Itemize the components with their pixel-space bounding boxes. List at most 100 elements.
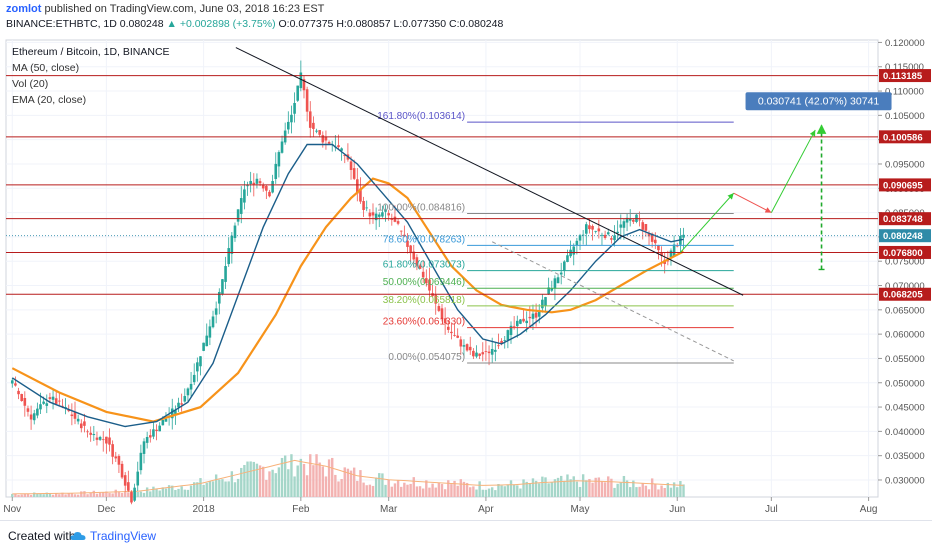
candle-body (92, 433, 96, 436)
candle-body (412, 251, 416, 260)
volume-bar (654, 483, 657, 497)
open-value: O:0.077375 (278, 18, 334, 30)
candle-body (541, 299, 544, 309)
volume-bar (597, 477, 601, 497)
volume-bar (83, 491, 86, 497)
candle-body (362, 201, 365, 210)
candle-body (396, 221, 400, 224)
price-tag (879, 287, 931, 301)
candle-body (647, 232, 651, 237)
candle-body (98, 436, 102, 440)
candle-body (123, 475, 127, 486)
tradingview-brand-link[interactable]: TradingView (90, 529, 157, 543)
volume-bar (368, 484, 372, 497)
candle-body (515, 320, 519, 327)
candle-body (32, 413, 36, 421)
volume-bar (102, 492, 105, 497)
candle-body (456, 335, 459, 338)
candle-body (666, 260, 670, 262)
y-tick-label: 0.110000 (885, 87, 924, 98)
x-tick-label: Dec (97, 504, 115, 515)
candle-body (83, 421, 86, 426)
volume-bar (321, 466, 325, 497)
x-tick-label: May (571, 504, 590, 515)
candle-body (233, 225, 237, 239)
y-tick-label: 0.120000 (885, 38, 925, 49)
candle-body (174, 410, 177, 414)
candle-body (302, 79, 306, 91)
volume-bar (531, 478, 535, 497)
volume-bar (393, 483, 397, 497)
volume-bar (400, 486, 403, 497)
price-chart[interactable]: 0.1200000.1150000.1100000.1050000.100000… (0, 34, 932, 520)
volume-bar (635, 487, 638, 497)
candle-body (632, 219, 635, 222)
volume-bar (243, 465, 246, 497)
candle-body (42, 401, 45, 404)
projection-arrow (770, 129, 816, 213)
volume-bar (293, 476, 296, 497)
volume-bar (657, 489, 660, 497)
volume-bar (224, 481, 227, 497)
volume-bar (600, 481, 604, 497)
volume-bar (73, 494, 77, 497)
volume-bar (525, 481, 528, 497)
candle-body (481, 352, 485, 355)
y-tick-label: 0.095000 (885, 159, 925, 170)
candle-body (459, 339, 463, 347)
publish-header: zomlot published on TradingView.com, Jun… (0, 0, 932, 34)
candle-body (315, 130, 318, 132)
candle-body (437, 306, 441, 311)
y-tick-label: 0.060000 (885, 330, 925, 341)
candle-body (384, 209, 387, 212)
legend-ema[interactable]: EMA (20, close) (12, 94, 87, 106)
candle-body (484, 351, 488, 352)
candle-body (487, 351, 491, 354)
candle-body (224, 266, 227, 282)
fib-level-label: 161.80%(0.103614) (377, 111, 465, 122)
projection-arrow (680, 192, 735, 253)
candle-body (61, 405, 64, 407)
volume-bar (503, 486, 506, 497)
volume-bar (569, 479, 572, 497)
volume-bar (469, 487, 472, 497)
candle-body (20, 394, 23, 402)
candle-body (638, 219, 641, 221)
legend-ma[interactable]: MA (50, close) (12, 62, 80, 74)
candle-body (186, 388, 190, 396)
volume-bar (92, 490, 96, 497)
volume-bar (559, 475, 563, 497)
author-link[interactable]: zomlot (6, 3, 42, 15)
candle-body (51, 396, 55, 400)
candle-body (597, 228, 601, 232)
candle-body (17, 390, 20, 395)
volume-bar (384, 484, 387, 497)
chart-legend: Ethereum / Bitcoin, 1D, BINANCE MA (50, … (12, 44, 170, 108)
candle-body (299, 72, 303, 89)
fib-level-label: 61.80%(0.073073) (383, 260, 465, 271)
candle-body (10, 380, 14, 384)
candle-body (136, 471, 140, 486)
candle-body (591, 225, 594, 230)
footer-bar: Created with TradingView (0, 520, 932, 550)
volume-bar (591, 482, 594, 497)
legend-vol[interactable]: Vol (20) (12, 78, 49, 90)
measure-box (745, 92, 892, 111)
dashed-trend-line (491, 241, 734, 362)
fib-level-label: 23.60%(0.061330) (383, 317, 465, 328)
volume-bar (528, 483, 532, 497)
volume-bar (183, 489, 186, 497)
candle-body (581, 234, 585, 236)
volume-bar (378, 473, 381, 497)
volume-bar (516, 485, 519, 497)
candle-body (428, 279, 431, 291)
x-tick-label: Mar (380, 504, 398, 515)
volume-bar (108, 493, 111, 497)
candle-body (406, 240, 409, 247)
volume-bar (277, 467, 281, 497)
candle-body (371, 212, 375, 216)
volume-bar (205, 482, 208, 497)
volume-bar (509, 480, 513, 497)
volume-bar (534, 480, 538, 497)
candle-body (500, 340, 503, 344)
